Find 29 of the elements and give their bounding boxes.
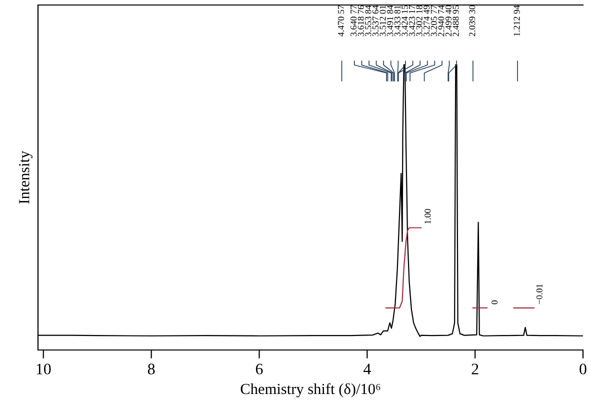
text: 3.274 49 [424,5,430,36]
text: 3.553 84 [365,5,372,36]
annotation: 1.00 [424,208,431,224]
x-tick-label: 10 [36,364,51,374]
x-tick-label: 0 [580,364,586,374]
text: 3.424 15 [402,5,408,36]
text: 3.618 76 [358,5,364,36]
annotation: −0.01 [536,284,542,304]
y-axis-title: Intensity [19,150,32,204]
text: 2.488 95 [452,5,459,36]
text: 3.512 01 [380,6,386,36]
x-axis-title: Chemistry shift (δ)/10⁶ [240,383,380,398]
text: 2.499 40 [445,5,452,36]
text: 3.433 81 [394,6,400,36]
x-tick-label: 4 [363,364,371,374]
text: 3.423 17 [408,5,416,36]
x-tick-label: 2 [472,364,478,374]
annotation: 0 [492,300,498,304]
text: 3.640 77 [350,5,357,36]
x-tick-label: 6 [256,364,263,374]
text: 4.470 57 [338,5,344,36]
text: 3.205 77 [430,5,437,36]
text: 3.302 18 [416,5,422,36]
text: 2.940 74 [438,5,444,36]
text: 3.537 64 [372,5,379,36]
text: 2.039 30 [469,5,476,36]
x-tick-label: 8 [148,364,155,374]
text: 3.491 84 [387,5,394,36]
text: 1.212 94 [514,5,520,36]
